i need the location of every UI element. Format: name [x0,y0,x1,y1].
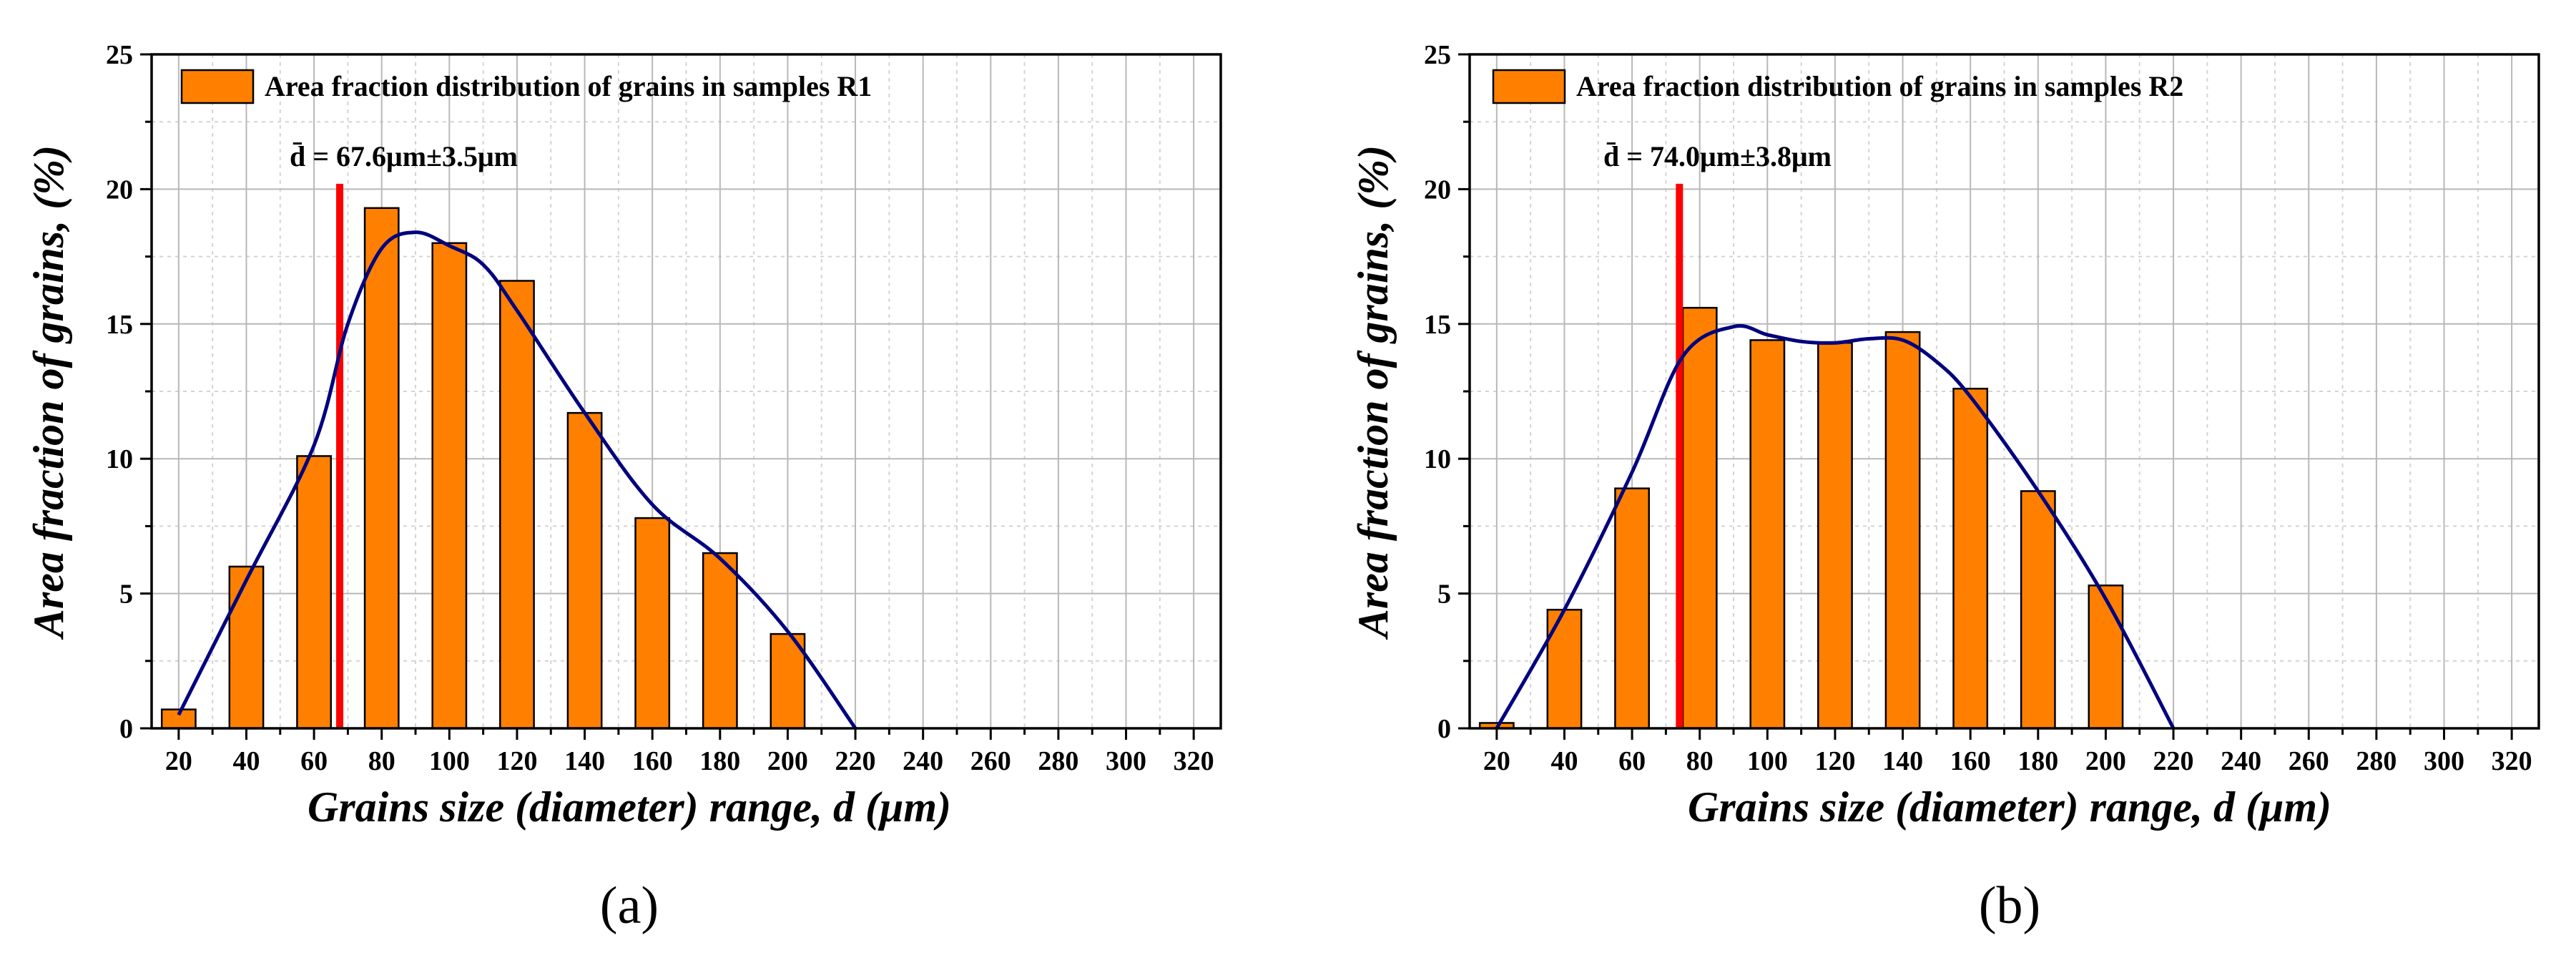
bar-40 [228,565,265,730]
bars [160,207,806,730]
bar-100 [1749,339,1786,730]
mean-annotation: d̄ = 74.0μm±3.8μm [1603,140,1832,172]
fit-curve [177,230,857,730]
x-tick-label: 300 [1106,746,1146,776]
x-tick-label: 260 [2289,746,2329,776]
x-tick-label: 20 [165,746,192,776]
x-tick-label: 160 [1950,746,1991,776]
x-axis-title: Grains size (diameter) range, d (μm) [308,783,951,831]
x-tick-label: 60 [300,746,328,776]
legend-swatch [180,69,255,104]
y-tick-label: 25 [1424,40,1451,70]
x-tick-label: 180 [699,746,740,776]
y-tick-label: 15 [106,310,133,340]
bar-200 [770,632,806,730]
bar-60 [296,455,332,730]
bar-60 [1614,487,1650,730]
x-tick-label: 220 [835,746,876,776]
bar-200 [2088,585,2124,730]
legend-label: Area fraction distribution of grains in … [265,70,872,102]
mean-annotation: d̄ = 67.6μm±3.5μm [290,140,518,172]
bar-40 [1546,608,1583,730]
x-tick-label: 240 [2221,746,2261,776]
x-tick-label: 80 [1686,746,1714,776]
bar-80 [1681,306,1718,730]
x-tick-label: 40 [1550,746,1578,776]
panel-a: 20 40 60 80 100 120 140 160 180 200 220 240 260 280 30… [25,40,1222,935]
x-tick-label: 120 [1814,746,1855,776]
y-tick-label: 0 [1437,714,1451,744]
x-tick-label: 100 [1747,746,1788,776]
x-tick-label: 200 [2085,746,2126,776]
x-tick-label: 240 [903,746,943,776]
panel-label: (a) [600,876,659,935]
bar-80 [363,207,400,730]
bar-140 [1884,331,1921,730]
ticks: 20 40 60 80 100 120 140 160 180 200 220 240 260 280 30… [1424,40,2532,776]
y-tick-label: 20 [1424,175,1451,205]
y-axis-title: Area fraction of grains, (%) [1350,145,1397,640]
x-axis-title: Grains size (diameter) range, d (μm) [1688,783,2331,831]
bar-120 [1817,341,1853,730]
y-tick-label: 5 [119,580,133,610]
y-tick-label: 20 [106,175,133,205]
bar-140 [566,411,603,730]
x-tick-label: 40 [232,746,260,776]
x-tick-label: 200 [767,746,808,776]
x-tick-label: 180 [2017,746,2058,776]
panel-b: 20 40 60 80 100 120 140 160 180 200 220 240 260 280 30… [1350,40,2540,935]
legend-swatch [1492,69,1566,104]
legend: Area fraction distribution of grains in … [1492,69,2183,104]
x-tick-label: 20 [1483,746,1510,776]
x-tick-label: 280 [2356,746,2396,776]
ticks: 20 40 60 80 100 120 140 160 180 200 220 240 260 280 30… [106,40,1214,776]
x-tick-label: 140 [1882,746,1923,776]
y-tick-label: 5 [1437,580,1451,610]
x-tick-label: 120 [496,746,537,776]
bar-160 [634,517,671,730]
x-tick-label: 300 [2424,746,2464,776]
x-tick-label: 320 [1174,746,1214,776]
x-tick-label: 280 [1038,746,1078,776]
x-tick-label: 100 [429,746,470,776]
legend-label: Area fraction distribution of grains in … [1576,70,2183,102]
x-tick-label: 320 [2492,746,2532,776]
y-tick-label: 15 [1424,310,1451,340]
panel-label: (b) [1979,876,2040,935]
y-axis-title: Area fraction of grains, (%) [25,145,72,640]
x-tick-label: 260 [970,746,1011,776]
y-tick-label: 10 [1424,444,1451,474]
legend: Area fraction distribution of grains in … [180,69,872,104]
bar-100 [431,242,468,730]
bar-180 [702,552,738,730]
x-tick-label: 140 [564,746,605,776]
fit-curve [1495,323,2176,730]
bar-160 [1952,387,1989,730]
bar-120 [499,280,535,730]
x-tick-label: 220 [2153,746,2194,776]
y-tick-label: 10 [106,444,133,474]
bar-180 [2020,490,2056,730]
x-tick-label: 60 [1618,746,1646,776]
x-tick-label: 80 [368,746,395,776]
x-tick-label: 160 [632,746,673,776]
y-tick-label: 25 [106,40,133,70]
y-tick-label: 0 [119,714,133,744]
